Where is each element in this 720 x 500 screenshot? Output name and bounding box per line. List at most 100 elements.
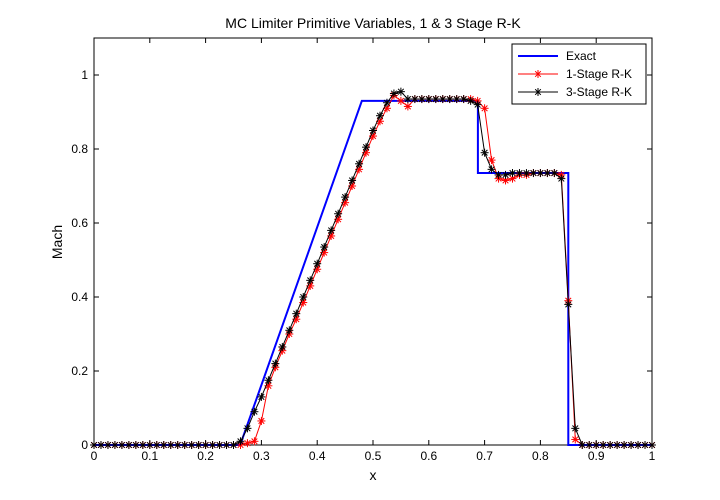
x-tick-label: 1 (649, 449, 656, 463)
data-point (194, 441, 203, 449)
y-tick-label: 0.6 (71, 216, 88, 230)
data-point (243, 424, 252, 433)
data-point (131, 441, 140, 449)
data-point (529, 169, 538, 178)
legend-entry: Exact (518, 49, 597, 63)
y-tick-label: 0.2 (71, 364, 88, 378)
data-point (355, 159, 364, 168)
x-tick-label: 0.6 (420, 449, 437, 463)
plot-area: 0 0.1 0.2 0.3 0.4 0.5 0.6 0.7 0.8 0.9 1 0 0.2 0.4 0.6 0… (71, 37, 656, 463)
data-point (627, 441, 636, 449)
data-point (557, 174, 566, 183)
data-point (215, 441, 224, 449)
x-tick-label: 0 (91, 449, 98, 463)
data-point (327, 226, 336, 235)
data-point (145, 441, 154, 449)
data-point (571, 435, 580, 444)
data-point (389, 89, 398, 98)
data-point (641, 441, 650, 449)
data-point (613, 441, 622, 449)
chart-title: MC Limiter Primitive Variables, 1 & 3 St… (225, 15, 521, 31)
data-point (417, 95, 426, 104)
data-point (445, 95, 454, 104)
data-point (285, 326, 294, 335)
legend-entry: 3-Stage R-K (518, 85, 632, 99)
data-point (396, 96, 405, 105)
data-point (173, 441, 182, 449)
data-point (592, 441, 601, 449)
data-point (648, 441, 656, 449)
x-tick-label: 0.8 (532, 449, 549, 463)
data-point (606, 441, 615, 449)
data-point (250, 407, 259, 416)
data-point (96, 441, 105, 449)
legend-entry: 1-Stage R-K (518, 67, 632, 81)
data-point (243, 439, 252, 448)
data-point (501, 170, 510, 179)
data-point (382, 98, 391, 107)
data-point (257, 416, 266, 425)
data-point (306, 276, 315, 285)
x-axis-label: x (370, 467, 377, 483)
data-point (334, 209, 343, 218)
data-point (257, 392, 266, 401)
data-point (103, 441, 112, 449)
axes-box (93, 37, 653, 446)
data-point (536, 169, 545, 178)
y-tick-label: 0 (81, 438, 88, 452)
data-point (299, 293, 308, 301)
data-point (564, 300, 573, 309)
data-point (236, 437, 245, 446)
y-tick-label: 1 (81, 68, 88, 82)
data-point (571, 424, 580, 433)
data-point (166, 441, 175, 449)
data-point (522, 169, 531, 178)
x-tick-label: 0.3 (253, 449, 270, 463)
data-point (534, 88, 542, 96)
data-point (550, 169, 559, 178)
data-point (362, 143, 371, 152)
data-point (313, 259, 322, 268)
data-point (229, 441, 238, 449)
legend-label: 3-Stage R-K (566, 85, 632, 99)
data-point (208, 441, 217, 449)
data-point (159, 441, 168, 449)
series-exact (94, 99, 652, 446)
data-point (278, 342, 287, 351)
data-point (452, 95, 461, 104)
data-point (487, 165, 496, 174)
x-tick-label: 0.5 (365, 449, 382, 463)
data-point (585, 441, 594, 449)
data-point (222, 441, 231, 449)
data-point (292, 309, 301, 318)
data-point (117, 441, 126, 449)
data-point (110, 441, 119, 449)
data-point (180, 441, 189, 449)
data-point (508, 169, 517, 178)
data-point (341, 193, 350, 202)
y-tick-label: 0.4 (71, 290, 88, 304)
data-point (348, 176, 357, 185)
data-point (480, 148, 489, 157)
data-point (250, 437, 259, 446)
x-tick-label: 0.9 (588, 449, 605, 463)
legend-label: Exact (566, 49, 597, 63)
data-point (264, 376, 273, 385)
data-point (271, 359, 280, 368)
y-axis-label: Mach (49, 225, 65, 259)
data-point (403, 102, 412, 111)
series-line (94, 99, 652, 446)
data-point (403, 95, 412, 104)
data-point (487, 156, 496, 165)
x-tick-label: 0.7 (476, 449, 493, 463)
data-point (466, 96, 475, 105)
data-point (187, 441, 196, 449)
data-point (480, 104, 489, 113)
data-point (152, 441, 161, 449)
data-point (431, 95, 440, 104)
data-point (438, 95, 447, 104)
data-point (599, 441, 608, 449)
data-point (410, 95, 419, 104)
data-point (90, 441, 98, 449)
